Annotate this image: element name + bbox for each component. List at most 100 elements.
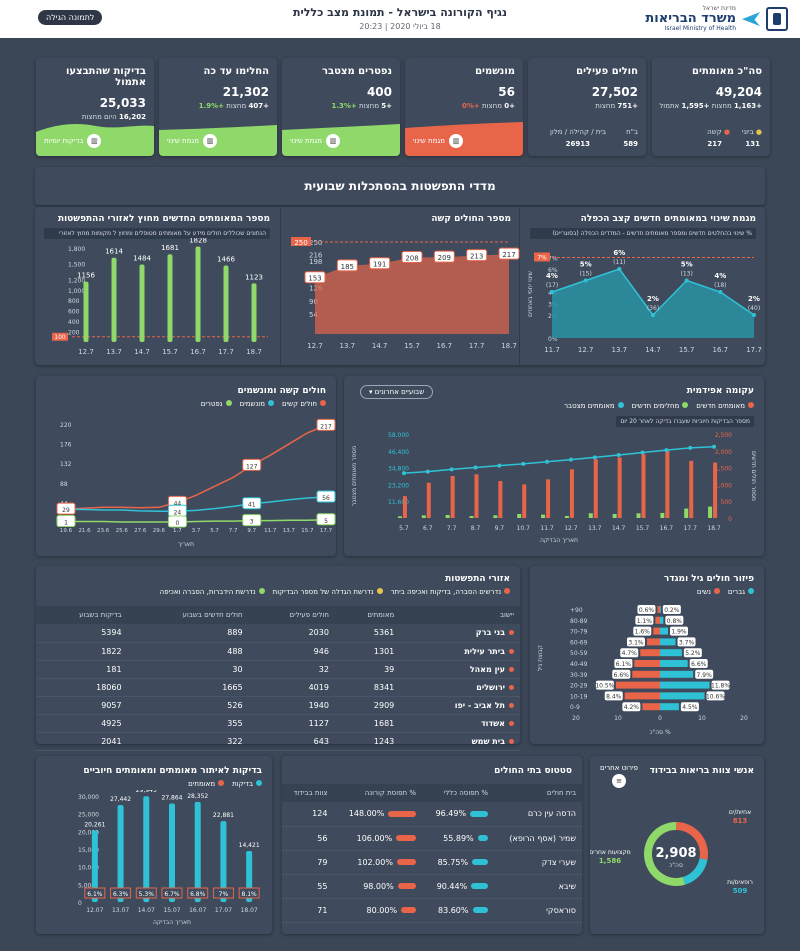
point-label: 0: [176, 520, 180, 527]
y-tick-label: 40-49: [570, 661, 588, 668]
cumulative-point: [592, 455, 597, 460]
bar-new-confirmed: [617, 457, 622, 518]
table-row[interactable]: הדסה עין כרם 96.49% 148.00% 124: [282, 802, 582, 827]
data-sublabel: (18): [714, 282, 726, 289]
legend-item: מונשמים: [240, 400, 274, 408]
table-row[interactable]: בית שמש 1243 643 322 2041: [36, 732, 520, 751]
kpi-recovered: החלימו עד כה 21,302 +407 מחצות +1.9% ▥ מג…: [159, 58, 277, 156]
table-cell: 102.00%: [333, 850, 422, 875]
data-label: 191: [373, 261, 386, 269]
donut-segment: [675, 822, 708, 860]
positive-box: [161, 887, 183, 899]
kpi-label: סה"כ מאומתים: [692, 66, 762, 77]
table-row[interactable]: בני ברק 5361 2030 889 5394: [36, 624, 520, 643]
point-label: 3: [250, 519, 254, 526]
table-cell: 526: [127, 696, 249, 715]
data-label: 209: [438, 254, 451, 262]
label-box: [626, 637, 645, 647]
trend-button[interactable]: ▥ מגמת שינוי: [290, 134, 341, 148]
x-tick-label: 23.6: [97, 528, 110, 534]
bar-new-recovered: [397, 516, 402, 518]
table-cell: 148.00%: [333, 802, 422, 827]
status-dot: [509, 702, 514, 708]
table-cell: 56: [282, 826, 334, 851]
x-tick-label: 20: [572, 715, 580, 722]
threshold-label: 100: [54, 334, 66, 341]
data-point: [651, 313, 655, 317]
bar-tests: [194, 801, 201, 902]
x-tick-label: 16.7: [437, 342, 453, 350]
daily-tests-button[interactable]: ▥ בדיקות יומיות: [44, 134, 102, 148]
x-axis-label: תאריך הבדיקה: [540, 537, 578, 544]
legend-item: מאומתים חדשים: [696, 402, 754, 410]
panel-growth: מגמת שינוי במאומתים חדשים קצב הכפלה % שי…: [522, 208, 764, 364]
table-row[interactable]: שמיר (אסף הרופא) 55.89% 106.00% 56: [282, 826, 582, 851]
data-label: 4.5%: [682, 704, 698, 711]
table-row[interactable]: תל אביב - יפו 2909 1940 526 9057: [36, 696, 520, 715]
donut-segment: [682, 858, 708, 885]
table-row[interactable]: שיבא 90.44% 98.00% 55: [282, 874, 582, 899]
y-tick-label: 600: [68, 309, 80, 316]
logo-big-text: משרד הבריאות: [645, 11, 736, 27]
table-row[interactable]: אשדוד 1681 1127 355 4925: [36, 714, 520, 733]
kpi-label: חולים פעילים: [576, 66, 638, 77]
label-box: [677, 637, 696, 647]
data-sublabel: (11): [613, 259, 625, 266]
kpi-sub-label: בית / קהילה / מלון: [549, 128, 606, 136]
data-label: 2%: [748, 295, 760, 303]
column-header: צוות בבידוד: [282, 784, 334, 802]
trend-button[interactable]: ▥ מגמת שינוי: [167, 134, 218, 148]
table-row[interactable]: ירושלים 8341 4019 1665 18060: [36, 678, 520, 697]
table-cell: 181: [36, 660, 128, 679]
x-tick-label: 21.6: [78, 528, 91, 534]
y-tick-label: 800: [68, 298, 80, 305]
data-label: 0.8%: [667, 618, 683, 625]
tested-chart: 200 400 600 800 1,000 1,200 1,500 1,800 100 1156 1…: [52, 238, 268, 356]
x-tick-label: 11.7: [264, 528, 277, 534]
table-row[interactable]: סוראסקי 83.60% 80.00% 71: [282, 898, 582, 923]
other-details-button[interactable]: פירוט אחרים ≡: [600, 764, 638, 788]
ministry-bird-icon: [742, 12, 760, 27]
positive-pct: 8.1%: [242, 891, 258, 898]
y-tick-label: 54: [309, 311, 318, 319]
trend-button[interactable]: ▥ מגמת שינוי: [413, 134, 464, 148]
panel-title: עקומה אפידמית: [686, 386, 754, 396]
data-label: 3.1%: [628, 639, 644, 646]
data-label: 3.7%: [679, 639, 695, 646]
point-label: 44: [174, 500, 182, 507]
legend-item: גברים: [728, 588, 754, 596]
bar-new-recovered: [564, 515, 569, 518]
label-box: [711, 680, 730, 690]
table-row[interactable]: עין מאהל 39 32 30 181: [36, 660, 520, 679]
kpi-tests-yesterday: בדיקות שהתבצעו אתמול 25,033 16,202 היום …: [36, 58, 154, 156]
panel-staff: אנשי צוות בריאות בבידוד פירוט אחרים ≡ 2,…: [590, 756, 764, 934]
y-tick-label: 176: [60, 442, 72, 449]
period-dropdown[interactable]: שבועיים אחרונים ▾: [360, 385, 434, 399]
x-tick-label: 6.7: [423, 525, 433, 532]
kpi-total-confirmed: סה"כ מאומתים 49,204 +1,163 מחצות +1,595 …: [652, 58, 770, 156]
data-label: 1828: [189, 238, 207, 245]
y-tick-label: 70-79: [570, 629, 588, 636]
kpi-value: 400: [366, 85, 392, 99]
table-row[interactable]: ביתר עילית 1301 946 488 1822: [36, 642, 520, 661]
y-tick-label-left: 46,400: [388, 449, 409, 456]
bar-new-confirmed: [450, 476, 455, 518]
table-cell: 1681: [334, 714, 401, 733]
x-tick-label: 18.7: [246, 348, 262, 356]
cumulative-point: [497, 463, 502, 468]
table-row[interactable]: שערי צדק 85.75% 102.00% 79: [282, 850, 582, 875]
back-button[interactable]: לתמונה הגילה: [38, 10, 103, 25]
chart-icon: ▥: [203, 134, 218, 148]
x-tick-label: 18.07: [241, 907, 258, 914]
data-label: 5%: [681, 261, 693, 269]
cumulative-line: [403, 445, 715, 474]
data-label: 1466: [217, 255, 235, 263]
y-tick-label: 6%: [548, 267, 558, 274]
x-tick-label: 0: [658, 715, 662, 722]
cumulative-point: [425, 469, 430, 474]
kpi-sub-value: 589: [623, 140, 638, 148]
label-box: [612, 669, 631, 679]
segment-label: רופאים/ות: [727, 879, 753, 886]
y-axis-label: קבוצת גיל: [537, 645, 544, 671]
